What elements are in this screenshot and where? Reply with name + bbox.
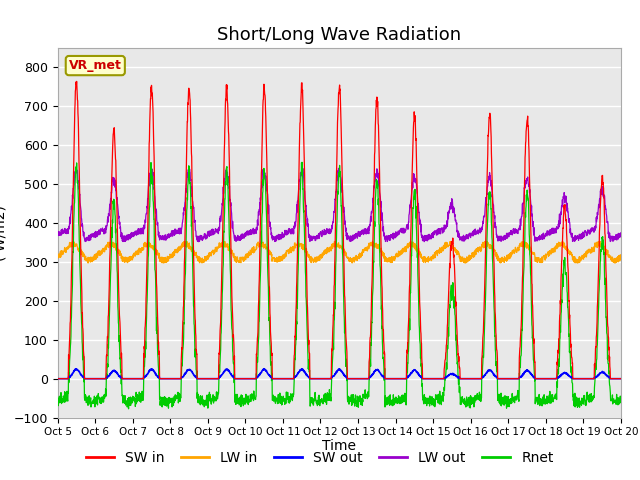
Y-axis label: ( W/m2): ( W/m2): [0, 205, 8, 261]
X-axis label: Time: Time: [322, 439, 356, 453]
Text: VR_met: VR_met: [69, 59, 122, 72]
Title: Short/Long Wave Radiation: Short/Long Wave Radiation: [217, 25, 461, 44]
Legend: SW in, LW in, SW out, LW out, Rnet: SW in, LW in, SW out, LW out, Rnet: [81, 445, 559, 471]
